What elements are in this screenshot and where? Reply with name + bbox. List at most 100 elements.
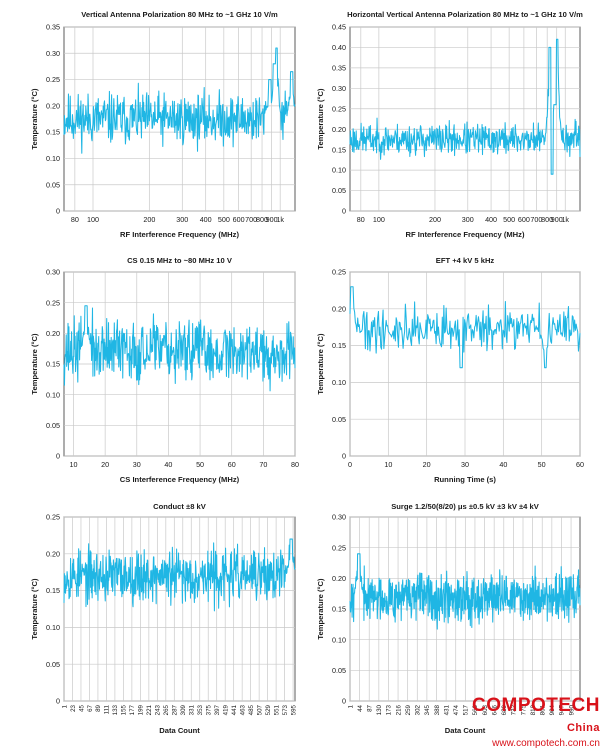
plot-area (349, 26, 581, 212)
x-tick-label: 700 (245, 215, 257, 224)
y-tick-label: 0.20 (332, 574, 346, 583)
x-tick-label: 133 (112, 704, 119, 715)
y-tick-label: 0.15 (332, 145, 346, 154)
x-tick-label: 1 (347, 704, 354, 708)
series-line (63, 538, 296, 612)
x-tick-label: 199 (138, 704, 145, 715)
chart-panel-vertical-antenna: Vertical Antenna Polarization 80 MHz to … (0, 0, 302, 246)
y-tick-label: 0.10 (46, 623, 60, 632)
y-tick-label: 0.35 (46, 23, 60, 32)
x-tick-label: 177 (129, 704, 136, 715)
watermark-brand: COMPOTECH (472, 695, 600, 716)
y-tick-label: 0 (56, 697, 60, 706)
x-tick-label: 595 (290, 704, 297, 715)
x-tick-label: 689 (501, 704, 508, 715)
x-tick-label: 1k (276, 215, 284, 224)
watermark: COMPOTECH China www.compotech.com.cn (460, 695, 600, 750)
x-tick-label: 67 (87, 704, 94, 711)
x-tick-label: 947 (559, 704, 566, 715)
x-tick-label: 474 (453, 704, 460, 715)
x-axis-label: Data Count (445, 726, 486, 735)
x-tick-label: 800 (256, 215, 268, 224)
x-tick-label: 20 (101, 460, 109, 469)
x-tick-label: 243 (155, 704, 162, 715)
y-tick-label: 0.20 (46, 101, 60, 110)
x-tick-label: 529 (265, 704, 272, 715)
x-tick-label: 265 (163, 704, 170, 715)
y-tick-label: 0.15 (332, 341, 346, 350)
x-tick-label: 302 (415, 704, 422, 715)
y-tick-label: 0.15 (46, 128, 60, 137)
y-tick-label: 0.35 (332, 63, 346, 72)
x-axis-label: Running Time (s) (434, 475, 496, 484)
x-tick-label: 87 (367, 704, 374, 711)
x-tick-label: 990 (568, 704, 575, 715)
y-axis-label: Temperature (°C) (30, 88, 39, 150)
x-tick-label: 900 (551, 215, 563, 224)
x-tick-label: 111 (104, 704, 111, 714)
x-tick-label: 861 (540, 704, 547, 715)
plot-area (63, 516, 296, 702)
x-tick-label: 100 (373, 215, 385, 224)
y-axis-label: Temperature (°C) (30, 333, 39, 395)
x-tick-label: 397 (214, 704, 221, 715)
y-tick-label: 0.20 (332, 125, 346, 134)
x-tick-label: 80 (71, 215, 79, 224)
x-tick-label: 23 (70, 704, 77, 711)
x-tick-label: 216 (395, 704, 402, 715)
x-tick-label: 485 (248, 704, 255, 715)
y-axis-label: Temperature (°C) (316, 88, 325, 150)
y-tick-label: 0.30 (332, 84, 346, 93)
chart-title: Horizontal Vertical Antenna Polarization… (347, 10, 583, 19)
x-tick-label: 732 (511, 704, 518, 715)
x-tick-label: 573 (282, 704, 289, 715)
x-tick-label: 10 (69, 460, 77, 469)
y-tick-label: 0.25 (332, 268, 346, 277)
x-axis-label: RF Interference Frequency (MHz) (406, 230, 525, 239)
series-line (63, 305, 296, 392)
x-tick-label: 375 (206, 704, 213, 715)
y-tick-label: 0.30 (332, 513, 346, 522)
y-tick-label: 0.40 (332, 43, 346, 52)
y-tick-label: 0.25 (46, 298, 60, 307)
x-tick-label: 44 (357, 704, 364, 711)
watermark-site: www.compotech.com.cn (492, 738, 600, 749)
y-tick-label: 0.10 (46, 390, 60, 399)
x-tick-label: 646 (491, 704, 498, 715)
chart-panel-eft: EFT +4 kV 5 kHz 0 0.05 0.10 0.15 0.20 0.25 0 10 2… (302, 246, 604, 492)
x-tick-label: 560 (472, 704, 479, 715)
watermark-region: China (566, 722, 600, 734)
x-tick-label: 1k (561, 215, 569, 224)
chart-title: CS 0.15 MHz to ~80 MHz 10 V (127, 256, 233, 265)
x-tick-label: 80 (357, 215, 365, 224)
x-tick-label: 10 (384, 460, 392, 469)
y-axis-label: Temperature (°C) (316, 578, 325, 640)
x-tick-label: 30 (133, 460, 141, 469)
x-tick-label: 345 (424, 704, 431, 715)
y-tick-label: 0 (342, 697, 346, 706)
y-tick-label: 0.05 (46, 421, 60, 430)
x-tick-label: 900 (266, 215, 278, 224)
x-tick-label: 221 (146, 704, 153, 715)
x-tick-label: 500 (503, 215, 515, 224)
x-tick-label: 70 (259, 460, 267, 469)
x-tick-label: 600 (518, 215, 530, 224)
x-tick-label: 40 (499, 460, 507, 469)
x-tick-label: 45 (78, 704, 85, 711)
y-tick-label: 0.30 (46, 49, 60, 58)
y-tick-label: 0.15 (46, 360, 60, 369)
x-tick-label: 200 (143, 215, 155, 224)
x-tick-label: 431 (443, 704, 450, 715)
y-tick-label: 0.10 (332, 378, 346, 387)
x-tick-label: 603 (482, 704, 489, 715)
chart-c3: CS 0.15 MHz to ~80 MHz 10 V 0 0.05 0.10 0.15… (30, 256, 299, 484)
x-tick-label: 400 (485, 215, 497, 224)
series-line (349, 553, 581, 630)
chart-title: Vertical Antenna Polarization 80 MHz to … (81, 10, 278, 19)
chart-c4: EFT +4 kV 5 kHz 0 0.05 0.10 0.15 0.20 0.25 0 10 2… (316, 256, 584, 484)
y-tick-label: 0 (56, 207, 60, 216)
x-tick-label: 89 (95, 704, 102, 711)
y-tick-label: 0.15 (332, 605, 346, 614)
y-axis-label: Temperature (°C) (316, 333, 325, 395)
chart-c6: Surge 1.2/50(8/20) μs ±0.5 kV ±3 kV ±4 k… (316, 502, 581, 735)
